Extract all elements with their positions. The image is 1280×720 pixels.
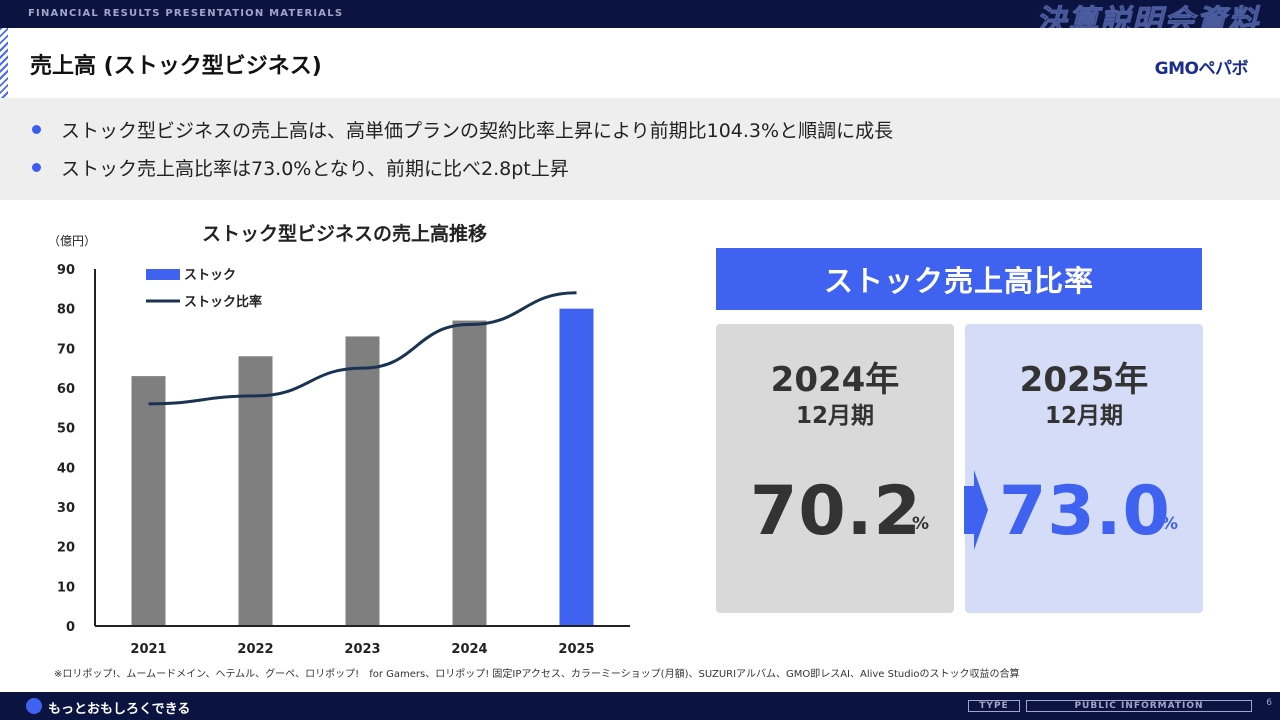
title-stripe (0, 28, 8, 98)
y-tick-label: 10 (57, 580, 75, 595)
current-ratio-value: 73.0 (999, 472, 1171, 551)
y-tick-label: 60 (57, 382, 75, 397)
type-label: TYPE (968, 700, 1020, 712)
previous-ratio-card: 2024年 12月期 70.2 % (716, 324, 954, 613)
previous-period: 12月期 (795, 403, 874, 429)
summary-box: ストック型ビジネスの売上高は、高単価プランの契約比率上昇により前期比104.3%… (0, 98, 1280, 200)
y-tick-label: 40 (57, 461, 75, 476)
chart-title: ストック型ビジネスの売上高推移 (202, 223, 488, 245)
footer-slogan: もっとおもしろくできる (48, 702, 191, 717)
current-ratio-unit: % (1161, 514, 1179, 534)
bar (559, 308, 594, 626)
top-banner: FINANCIAL RESULTS PRESENTATION MATERIALS… (0, 0, 1280, 40)
bar (452, 320, 487, 626)
page-number: 6 (1266, 698, 1272, 708)
summary-bullet: ストック売上高比率は73.0%となり、前期に比べ2.8pt上昇 (32, 154, 569, 181)
y-axis-unit: （億円） (48, 234, 97, 248)
y-tick-label: 0 (66, 620, 75, 635)
summary-bullet: ストック型ビジネスの売上高は、高単価プランの契約比率上昇により前期比104.3%… (32, 116, 893, 143)
page-title: 売上高 (ストック型ビジネス) (30, 54, 322, 79)
speech-bubble-icon (26, 698, 42, 714)
summary-bullet-text: ストック売上高比率は73.0%となり、前期に比べ2.8pt上昇 (61, 158, 569, 180)
public-information-label: PUBLIC INFORMATION (1026, 700, 1252, 712)
bullet-dot-icon (32, 163, 41, 172)
previous-ratio-value: 70.2 (750, 472, 922, 551)
bar (345, 336, 380, 626)
legend-bar-swatch (146, 269, 180, 280)
bar (238, 356, 273, 626)
legend-bar-label: ストック (184, 268, 236, 283)
current-year: 2025年 (1019, 360, 1149, 400)
bullet-dot-icon (32, 125, 41, 134)
current-ratio-card: 2025年 12月期 73.0 % (965, 324, 1203, 613)
x-tick-label: 2022 (237, 642, 273, 657)
y-tick-label: 80 (57, 303, 75, 318)
current-period: 12月期 (1044, 403, 1123, 429)
y-tick-label: 70 (57, 342, 75, 357)
previous-ratio-unit: % (912, 514, 930, 534)
x-tick-label: 2024 (451, 642, 487, 657)
banner-subtitle: FINANCIAL RESULTS PRESENTATION MATERIALS (28, 8, 344, 19)
footnote: ※ロリポップ!、ムームードメイン、ヘテムル、グーペ、ロリポップ! for Gam… (54, 669, 1020, 680)
title-bar: 売上高 (ストック型ビジネス) GMOペパボ (0, 28, 1280, 98)
ratio-panel-title: ストック売上高比率 (716, 248, 1202, 310)
x-tick-label: 2023 (344, 642, 380, 657)
ratio-line (148, 291, 577, 406)
footer-bar: もっとおもしろくできる TYPE PUBLIC INFORMATION (0, 692, 1280, 720)
y-tick-label: 90 (57, 263, 75, 278)
y-tick-label: 30 (57, 501, 75, 516)
right-arrow-icon (964, 470, 988, 550)
x-tick-label: 2025 (558, 642, 594, 657)
company-logo: GMOペパボ (1154, 59, 1249, 79)
bar (131, 376, 166, 626)
x-tick-label: 2021 (130, 642, 166, 657)
y-tick-label: 50 (57, 422, 75, 437)
summary-bullet-text: ストック型ビジネスの売上高は、高単価プランの契約比率上昇により前期比104.3%… (61, 120, 894, 142)
previous-year: 2024年 (770, 360, 900, 400)
bar-line-chart: 0 10 20 30 40 50 60 70 80 90 2021 2022 2023 2024 2025 ス… (57, 263, 630, 657)
legend-line-label: ストック比率 (184, 294, 262, 310)
y-tick-label: 20 (57, 541, 75, 556)
